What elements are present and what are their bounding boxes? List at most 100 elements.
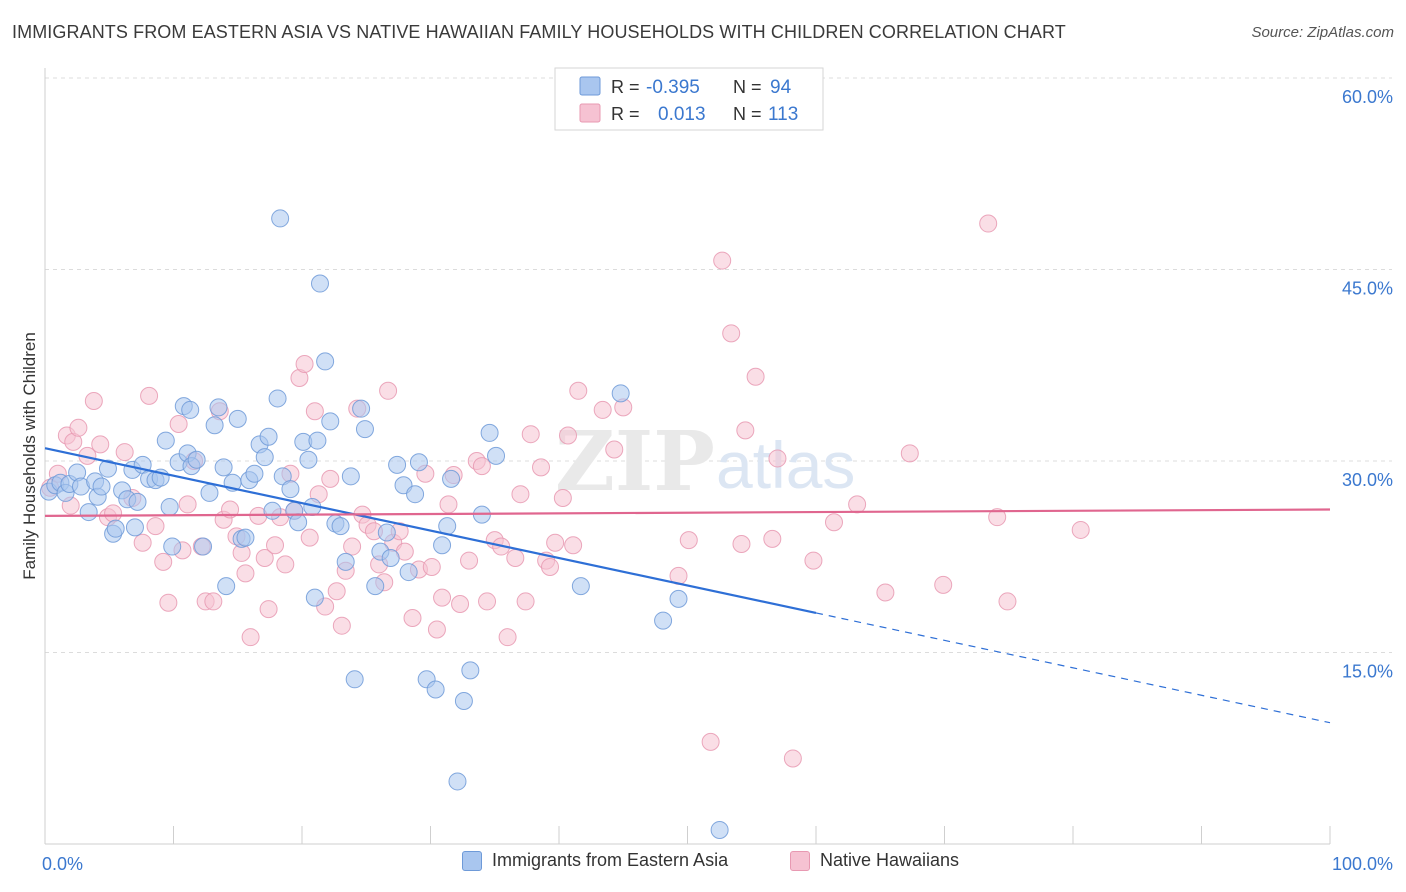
native-hawaiian-point-97	[736, 421, 755, 440]
legend-label-eastern-asia: Immigrants from Eastern Asia	[492, 850, 729, 870]
native-hawaiian-point-49	[343, 537, 362, 556]
eastern-asia-point-34	[214, 458, 233, 477]
eastern-asia-point-48	[271, 209, 290, 228]
watermark: ZIP atlas	[555, 414, 855, 510]
native-hawaiian-point-77	[511, 485, 530, 504]
legend-n-label-1: N =	[733, 77, 762, 97]
native-hawaiian-point-89	[605, 440, 624, 459]
native-hawaiian-point-10	[115, 443, 134, 462]
series-legend: Immigrants from Eastern Asia Native Hawa…	[0, 850, 1406, 880]
native-hawaiian-point-84	[553, 489, 572, 508]
eastern-asia-point-46	[268, 389, 287, 408]
native-hawaiian-point-76	[506, 549, 525, 568]
legend-label-native-hawaiians: Native Hawaiians	[820, 850, 960, 870]
native-hawaiian-point-79	[521, 425, 540, 444]
native-hawaiian-point-46	[327, 582, 346, 601]
eastern-asia-point-87	[611, 384, 630, 403]
eastern-asia-point-88	[654, 611, 673, 630]
eastern-asia-point-77	[433, 536, 452, 555]
native-hawaiian-point-23	[204, 592, 223, 611]
eastern-asia-point-33	[209, 398, 228, 417]
legend-swatch-blue	[579, 76, 601, 96]
eastern-asia-point-24	[163, 537, 182, 556]
native-hawaiians-trend-line	[44, 508, 1331, 517]
native-hawaiian-point-36	[276, 555, 295, 574]
eastern-asia-point-7	[79, 503, 98, 522]
eastern-asia-point-62	[341, 467, 360, 486]
legend-r-value-1: -0.395	[646, 77, 700, 98]
native-hawaiian-point-68	[451, 594, 470, 613]
native-hawaiian-point-92	[679, 531, 698, 550]
eastern-asia-point-70	[388, 455, 407, 474]
native-hawaiian-point-111	[1071, 520, 1090, 539]
eastern-asia-point-23	[160, 497, 179, 516]
native-hawaiian-point-95	[722, 324, 741, 343]
native-hawaiian-point-13	[140, 386, 159, 405]
eastern-asia-point-90	[710, 820, 729, 839]
y-tick-label-45: 45.0%	[1342, 279, 1393, 299]
watermark-zip: ZIP	[555, 414, 715, 510]
native-hawaiian-point-88	[593, 400, 612, 419]
native-hawaiian-point-94	[713, 251, 732, 270]
eastern-asia-point-63	[345, 670, 364, 689]
eastern-asia-point-43	[255, 448, 274, 467]
native-hawaiian-point-60	[403, 609, 422, 628]
native-hawaiian-point-12	[133, 533, 152, 552]
eastern-asia-point-57	[316, 352, 335, 371]
native-hawaiian-point-82	[541, 557, 560, 576]
native-hawaiian-point-30	[241, 628, 260, 647]
native-hawaiian-point-16	[159, 593, 178, 612]
eastern-asia-point-17	[128, 492, 147, 511]
native-hawaiian-point-107	[934, 575, 953, 594]
eastern-asia-point-55	[308, 431, 327, 450]
eastern-asia-point-82	[461, 661, 480, 680]
native-hawaiian-point-15	[154, 552, 173, 571]
native-hawaiian-point-99	[763, 529, 782, 548]
eastern-asia-point-85	[487, 446, 506, 465]
native-hawaiian-point-47	[332, 616, 351, 635]
native-hawaiian-point-63	[422, 557, 441, 576]
eastern-asia-point-44	[259, 427, 278, 446]
native-hawaiian-point-42	[305, 402, 324, 421]
eastern-asia-point-45	[263, 501, 282, 520]
eastern-asia-point-51	[289, 513, 308, 532]
native-hawaiian-point-93	[701, 732, 720, 751]
native-hawaiian-point-69	[460, 551, 479, 570]
y-tick-label-15: 15.0%	[1342, 662, 1393, 682]
eastern-asia-point-41	[245, 464, 264, 483]
eastern-asia-point-93	[125, 518, 144, 537]
native-hawaiian-point-41	[300, 528, 319, 547]
native-hawaiian-point-105	[876, 583, 895, 602]
eastern-asia-point-74	[409, 453, 428, 472]
native-hawaiian-point-34	[266, 536, 285, 555]
legend-n-label-2: N =	[733, 104, 762, 124]
native-hawaiian-point-85	[558, 426, 577, 445]
native-hawaiian-point-108	[979, 214, 998, 233]
native-hawaiian-point-9	[104, 504, 123, 523]
eastern-asia-point-31	[200, 483, 219, 502]
native-hawaiian-point-87	[569, 381, 588, 400]
native-hawaiian-point-17	[169, 414, 188, 433]
x-tick-label-min: 0.0%	[42, 854, 83, 874]
eastern-asia-point-30	[194, 537, 213, 556]
eastern-asia-point-81	[454, 692, 473, 711]
native-hawaiian-point-109	[988, 508, 1007, 527]
native-hawaiian-point-86	[564, 536, 583, 555]
native-hawaiian-point-56	[379, 381, 398, 400]
y-tick-label-30: 30.0%	[1342, 470, 1393, 490]
legend-swatch-pink	[579, 103, 601, 123]
eastern-asia-point-37	[228, 409, 247, 428]
eastern-asia-point-69	[381, 549, 400, 568]
native-hawaiians-points	[41, 214, 1090, 768]
native-hawaiian-point-83	[546, 533, 565, 552]
source-credit: Source: ZipAtlas.com	[1251, 24, 1394, 41]
native-hawaiian-point-80	[532, 458, 551, 477]
native-hawaiian-point-40	[295, 354, 314, 373]
eastern-asia-point-68	[377, 523, 396, 542]
native-hawaiian-point-78	[516, 592, 535, 611]
eastern-asia-points	[39, 209, 729, 839]
native-hawaiian-point-65	[433, 588, 452, 607]
native-hawaiian-point-33	[259, 600, 278, 619]
eastern-asia-point-73	[406, 485, 425, 504]
